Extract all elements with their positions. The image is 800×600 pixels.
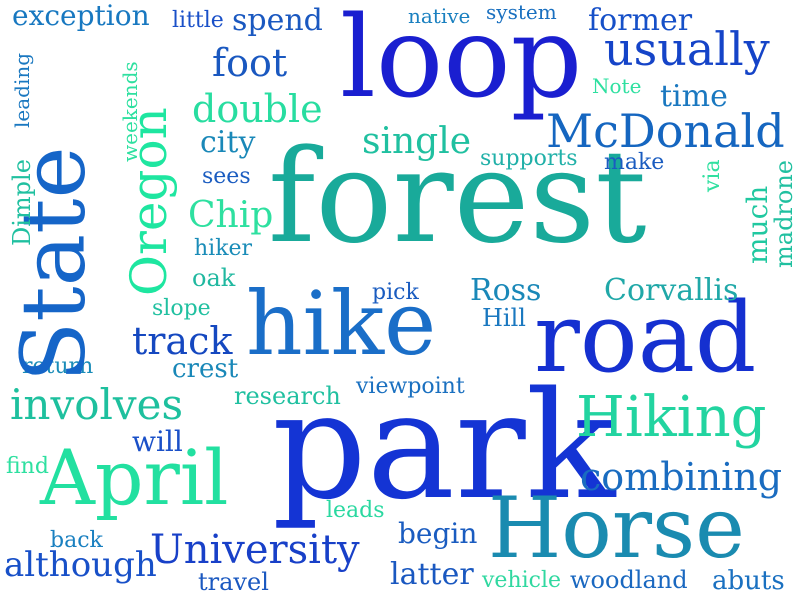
word-chip: Chip [188, 195, 274, 236]
word-crest: crest [172, 354, 239, 384]
word-april: April [40, 433, 229, 522]
word-sees: sees [202, 164, 251, 189]
word-usually: usually [604, 22, 770, 76]
word-back: back [50, 528, 103, 553]
word-time: time [660, 79, 728, 114]
word-will: will [132, 425, 183, 458]
word-double: double [192, 87, 323, 131]
word-forest: forest [268, 123, 647, 272]
word-research: research [234, 382, 341, 410]
word-involves: involves [10, 380, 184, 429]
word-supports: supports [480, 146, 578, 171]
word-combining: combining [580, 455, 783, 499]
word-hiker: hiker [194, 236, 253, 261]
word-oak: oak [192, 264, 236, 292]
word-exception: exception [12, 0, 150, 32]
word-find: find [6, 454, 49, 479]
word-horse: Horse [488, 479, 745, 577]
word-leading: leading [10, 52, 34, 128]
word-hiking: Hiking [576, 385, 767, 450]
word-much: much [741, 185, 774, 264]
word-make: make [604, 150, 665, 175]
word-ross: Ross [470, 273, 542, 308]
word-hill: Hill [482, 304, 526, 332]
word-road: road [534, 282, 757, 394]
word-hike: hike [246, 272, 437, 375]
word-single: single [362, 121, 472, 162]
word-native: native [408, 4, 471, 28]
word-dimple: Dimple [8, 159, 36, 246]
word-weekends: weekends [118, 61, 142, 162]
word-park: park [272, 360, 616, 532]
word-university: University [150, 527, 360, 573]
word-latter: latter [390, 557, 474, 592]
word-little: little [172, 8, 224, 33]
word-mcdonald: McDonald [546, 104, 785, 158]
word-abuts: abuts [712, 566, 785, 596]
word-return: return [22, 354, 94, 379]
word-pick: pick [372, 280, 419, 305]
word-spend: spend [232, 3, 323, 38]
word-foot: foot [212, 41, 288, 85]
word-note: Note [592, 74, 642, 98]
word-viewpoint: viewpoint [356, 374, 465, 399]
word-although: although [4, 545, 157, 585]
word-via: via [700, 159, 725, 192]
word-system: system [486, 0, 557, 24]
word-track: track [132, 319, 233, 363]
word-corvallis: Corvallis [604, 273, 739, 308]
word-begin: begin [398, 517, 478, 550]
word-vehicle: vehicle [482, 568, 562, 593]
word-madrone: madrone [770, 159, 798, 268]
word-city: city [200, 125, 256, 160]
word-leads: leads [326, 498, 385, 523]
word-travel: travel [198, 568, 269, 596]
word-former: former [588, 3, 693, 38]
word-loop: loop [340, 0, 583, 123]
word-slope: slope [152, 296, 211, 321]
word-woodland: woodland [570, 566, 688, 594]
